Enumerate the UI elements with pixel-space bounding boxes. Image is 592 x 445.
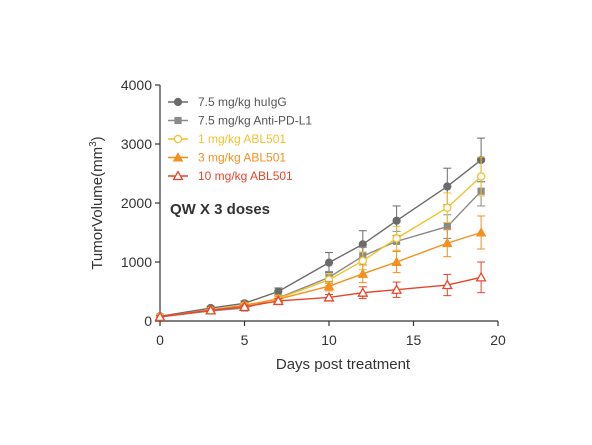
y-tick-label: 2000 (121, 195, 152, 211)
data-point (357, 286, 369, 297)
series-layer (154, 137, 487, 322)
data-point (476, 172, 486, 181)
legend-marker (174, 116, 182, 125)
series-5 (154, 261, 487, 322)
legend-item-2: 7.5 mg/kg Anti-PD-L1 (168, 114, 312, 128)
legend-label: 1 mg/kg ABL501 (198, 132, 286, 146)
legend-label: 10 mg/kg ABL501 (198, 169, 293, 183)
y-tick-label: 4000 (121, 77, 152, 93)
legend-item-4: 3 mg/kg ABL501 (168, 151, 286, 165)
y-axis-label: TumorVolume(mm3) (88, 136, 106, 269)
series-1 (155, 137, 486, 321)
x-tick-label: 5 (241, 332, 249, 348)
legend-label: 3 mg/kg ABL501 (198, 151, 286, 165)
legend-label: 7.5 mg/kg huIgG (198, 95, 287, 109)
series-line (159, 175, 482, 318)
series-2 (156, 175, 486, 321)
data-point (391, 256, 402, 267)
legend-item-3: 1 mg/kg ABL501 (168, 132, 286, 146)
data-point (443, 223, 451, 231)
x-axis-label: Days post treatment (276, 356, 411, 373)
data-point (323, 291, 335, 302)
data-point (443, 203, 452, 212)
data-point (324, 258, 334, 267)
x-tick-label: 20 (490, 332, 506, 348)
data-point (205, 304, 217, 315)
legend-marker (173, 97, 183, 107)
data-point (443, 182, 452, 191)
series-line (159, 231, 482, 318)
data-point (392, 216, 401, 225)
x-tick-label: 15 (406, 332, 422, 348)
axes: 0 1000 2000 3000 4000 0 5 10 15 20 (121, 77, 506, 348)
x-tick-label: 0 (156, 332, 164, 348)
y-tick-label: 1000 (121, 254, 152, 270)
data-point (441, 279, 453, 290)
data-point (238, 301, 251, 312)
data-point (392, 234, 401, 243)
legend-label: 7.5 mg/kg Anti-PD-L1 (198, 114, 312, 128)
data-point (442, 237, 453, 248)
annotation-dosing: QW X 3 doses (170, 201, 270, 218)
legend-item-1: 7.5 mg/kg huIgG (168, 95, 287, 109)
data-point (323, 280, 335, 291)
legend-marker (173, 134, 183, 144)
legend-marker (172, 170, 184, 181)
data-point (475, 271, 487, 282)
data-point (391, 283, 403, 294)
data-point (475, 227, 487, 237)
data-point (357, 268, 369, 278)
legend-item-5: 10 mg/kg ABL501 (168, 169, 293, 183)
series-line (159, 159, 482, 317)
data-point (272, 295, 284, 306)
y-tick-label: 0 (144, 313, 152, 329)
legend-marker (172, 152, 184, 162)
data-point (358, 256, 368, 266)
legend: 7.5 mg/kg huIgG 7.5 mg/kg Anti-PD-L1 1 mg/… (168, 95, 312, 183)
x-tick-label: 10 (321, 332, 337, 348)
data-point (154, 311, 166, 322)
y-tick-label: 3000 (121, 136, 152, 152)
